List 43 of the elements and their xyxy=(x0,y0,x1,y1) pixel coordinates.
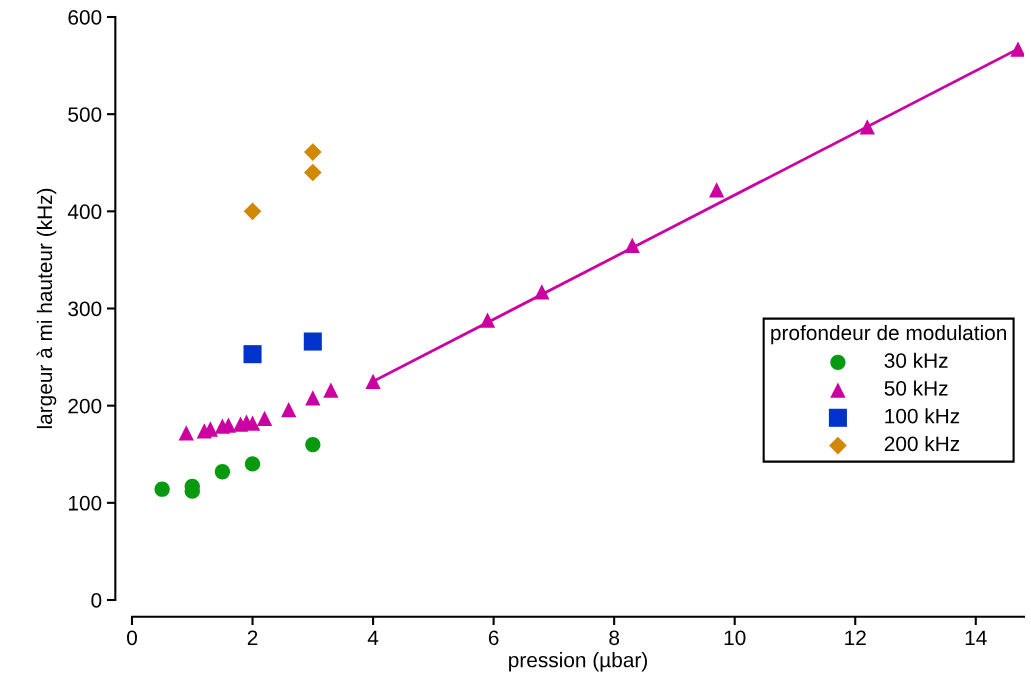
point xyxy=(708,182,725,198)
y-tick-label: 400 xyxy=(67,204,102,220)
x-tick-label: 10 xyxy=(724,630,746,646)
point xyxy=(244,456,261,472)
point xyxy=(859,119,875,135)
point xyxy=(281,401,297,418)
point xyxy=(534,284,550,300)
legend-label: 30 kHz xyxy=(884,352,948,368)
x-tick-label: 12 xyxy=(845,630,866,645)
point xyxy=(303,332,322,351)
point xyxy=(624,237,640,253)
point xyxy=(479,312,496,328)
point xyxy=(214,464,231,480)
y-tick-label: 600 xyxy=(68,10,102,25)
y-tick-label: 500 xyxy=(68,107,102,122)
point xyxy=(154,481,170,497)
y-tick-label: 200 xyxy=(68,398,102,414)
y-axis-title: largeur à mi hauteur (kHz) xyxy=(36,188,57,429)
legend-title: profondeur de modulation xyxy=(771,324,1006,345)
point xyxy=(1010,41,1024,57)
y-tick-label: 100 xyxy=(68,495,102,511)
point xyxy=(305,436,321,453)
x-tick-label: 0 xyxy=(127,630,137,646)
point xyxy=(178,425,194,441)
point xyxy=(243,202,262,221)
x-tick-label: 14 xyxy=(965,630,987,645)
x-tick-label: 8 xyxy=(609,630,620,646)
x-tick-label: 2 xyxy=(247,630,258,645)
x-tick-label: 6 xyxy=(488,630,499,646)
x-tick-label: 4 xyxy=(367,630,379,645)
point xyxy=(243,345,262,364)
y-tick-label: 0 xyxy=(91,593,102,608)
point xyxy=(365,373,381,390)
legend-label: 200 kHz xyxy=(884,435,960,452)
x-axis-title: pression (µbar) xyxy=(509,652,647,672)
legend-label: 50 kHz xyxy=(884,380,948,396)
y-tick-label: 300 xyxy=(68,301,102,317)
legend-label: 100 kHz xyxy=(885,408,960,424)
point xyxy=(305,390,321,406)
point xyxy=(256,410,273,426)
point xyxy=(323,382,339,398)
point xyxy=(303,163,322,182)
point xyxy=(303,143,322,161)
